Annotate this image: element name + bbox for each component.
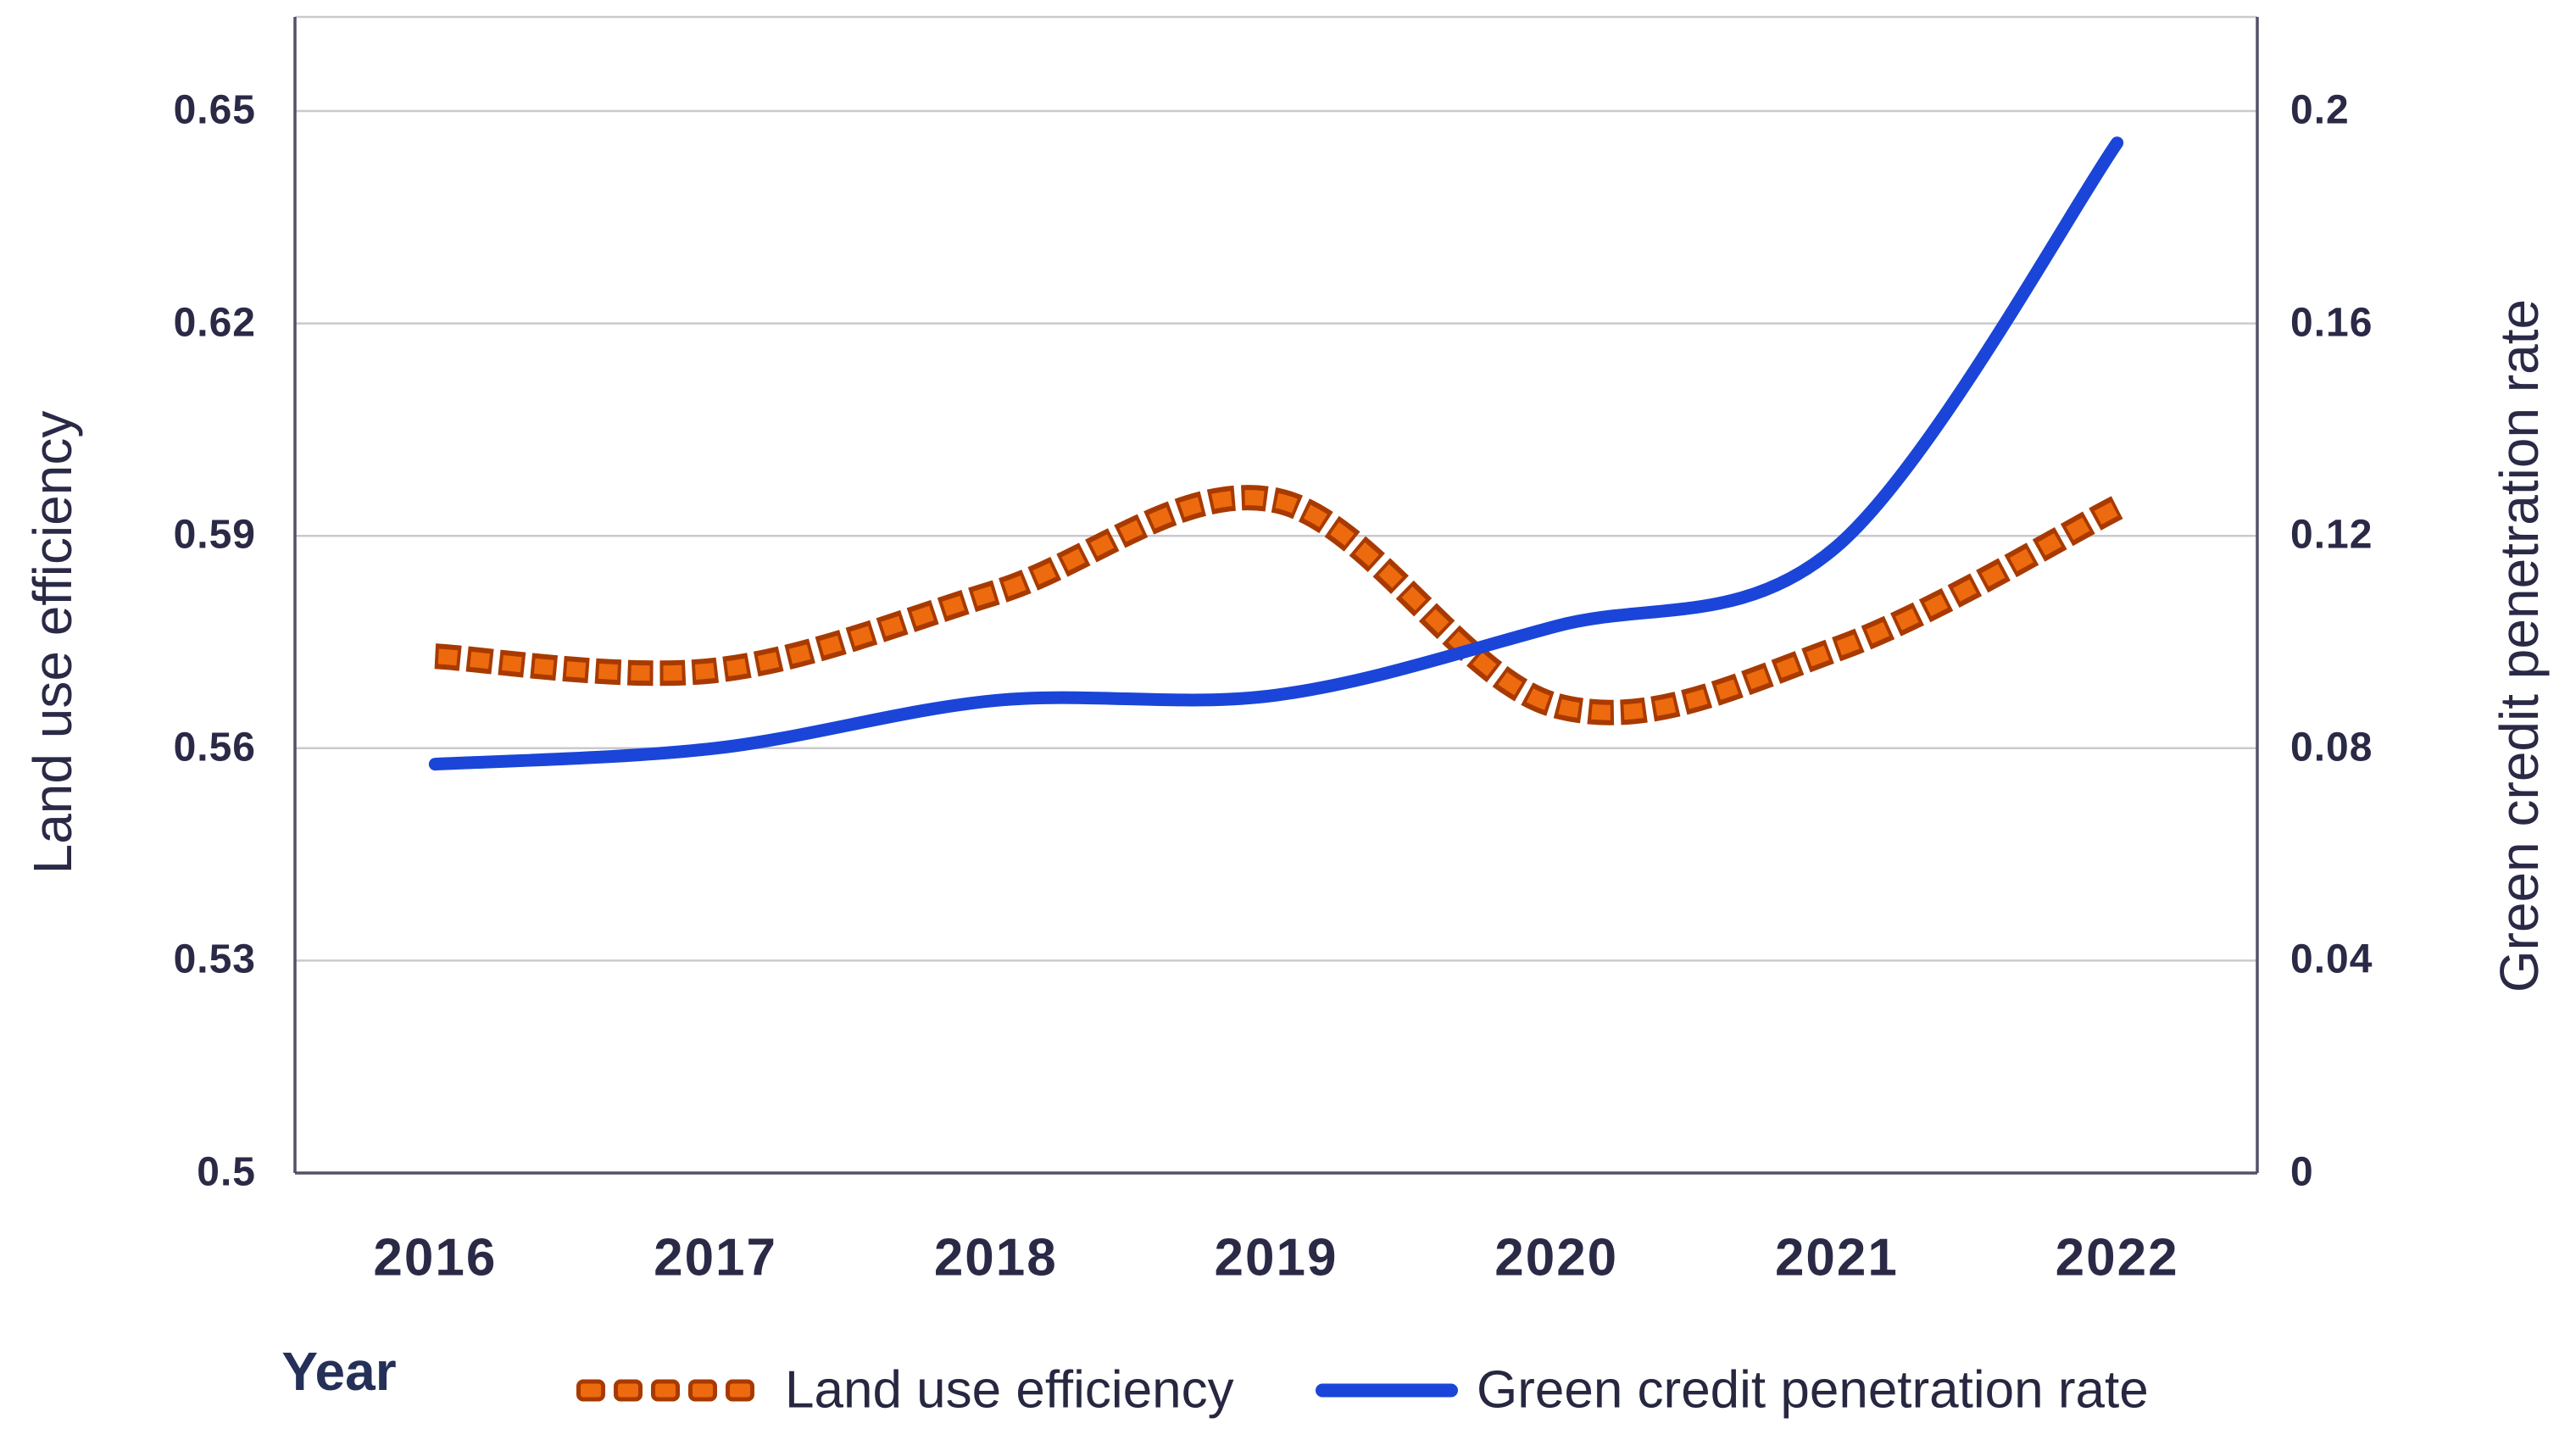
left-axis-title: Land use efficiency (22, 410, 83, 875)
left-axis-tick-label: 0.59 (173, 512, 256, 558)
legend-swatch-blue-line (1316, 1383, 1458, 1397)
left-axis-tick-label: 0.53 (173, 937, 256, 982)
x-axis-tick-label: 2022 (2055, 1228, 2179, 1287)
left-axis-tick-label: 0.62 (173, 299, 256, 345)
right-axis-tick-label: 0.04 (2290, 937, 2373, 982)
x-axis-title: Year (281, 1341, 397, 1402)
right-axis-tick-label: 0.16 (2290, 299, 2373, 345)
left-axis-tick-label: 0.65 (173, 87, 256, 133)
land-use-efficiency-line-edge (434, 485, 2123, 726)
x-axis-tick-label: 2018 (933, 1228, 1058, 1287)
right-axis-title: Green credit penetration rate (2489, 298, 2550, 993)
x-axis-tick-label: 2017 (654, 1228, 778, 1287)
right-axis-tick-label: 0 (2290, 1149, 2314, 1195)
legend-item-green-credit-rate: Green credit penetration rate (1316, 1360, 2149, 1420)
green-credit-penetration-rate-line (428, 136, 2124, 771)
land-use-efficiency-line (434, 490, 2121, 720)
legend-swatch-orange-dotted (576, 1379, 763, 1401)
x-axis-tick-label: 2016 (373, 1228, 498, 1287)
x-axis-tick-label: 2019 (1214, 1228, 1338, 1287)
legend-label: Green credit penetration rate (1477, 1360, 2149, 1420)
right-axis-tick-label: 0.12 (2290, 512, 2373, 558)
left-axis-tick-label: 0.5 (197, 1149, 256, 1195)
legend-item-land-use-efficiency: Land use efficiency (576, 1360, 1234, 1420)
right-axis-tick-label: 0.2 (2290, 87, 2350, 133)
x-axis-tick-label: 2021 (1774, 1228, 1899, 1287)
x-axis-tick-label: 2020 (1494, 1228, 1619, 1287)
left-axis-tick-label: 0.56 (173, 725, 256, 770)
legend-label: Land use efficiency (785, 1360, 1234, 1420)
right-axis-tick-label: 0.08 (2290, 725, 2373, 770)
